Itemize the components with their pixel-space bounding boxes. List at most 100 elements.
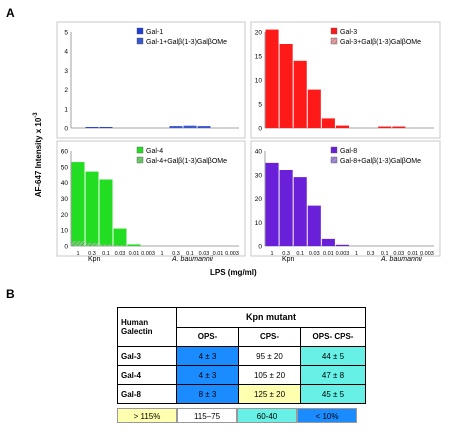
legend-label: Gal-3 [340,29,357,36]
legend-swatch-hatch [137,38,143,44]
legend-label: Gal-4+Galβ(1-3)GalβOMe [146,158,227,165]
y-tick-label: 5 [258,102,262,109]
col-header-ops-cps: OPS- CPS- [300,326,366,347]
panel-label-a: A [6,6,15,20]
y-tick-label: 30 [61,196,69,203]
y-tick-label: 0 [258,126,262,133]
bar [335,125,349,128]
bar-hatch-overlay [183,125,197,128]
x-tick-label: 0.03 [393,251,404,257]
legend-label: Gal-1+Galβ(1-3)GalβOMe [146,39,227,46]
legend-swatch-low: < 10% [297,408,357,423]
row-label: Gal-8 [117,384,177,404]
x-tick-label: 0.003 [336,251,350,257]
x-tick-label: 1 [160,251,163,257]
y-tick-label: 50 [61,164,69,171]
y-tick-label: 20 [255,30,263,37]
bar [279,44,293,128]
x-tick-label: 0.3 [88,251,96,257]
panel-label-b: B [6,287,15,301]
bar [265,162,279,246]
x-tick-label: 0.1 [296,251,304,257]
legend-label: Gal-1 [146,29,163,36]
y-tick-label: 40 [61,180,69,187]
x-tick-label: 1 [355,251,358,257]
category-ab-left: A. baumannii [172,256,213,263]
bar-hatch-overlay [85,242,99,246]
x-tick-label: 0.1 [102,251,110,257]
galectin-table: Human Galectin Kpn mutant OPS- CPS- OPS-… [117,307,366,404]
table-row: Gal-3 4 ± 3 95 ± 20 44 ± 5 [117,346,366,366]
table-cell: 44 ± 5 [300,346,366,366]
table-cell: 125 ± 20 [238,384,301,404]
y-tick-label: 15 [255,54,263,61]
legend-label: Gal-4 [146,148,163,155]
bar [99,127,113,128]
x-tick-label: 0.03 [115,251,126,257]
galectin-header: Human Galectin [117,307,177,347]
y-tick-label: 0 [64,244,68,251]
legend-swatch [136,146,144,154]
y-tick-label: 60 [61,149,69,156]
table-cell: 95 ± 20 [238,346,301,366]
y-tick-label: 10 [255,78,263,85]
y-tick-label: 4 [64,49,68,56]
y-tick-label: 3 [64,68,68,75]
x-tick-label: 0.003 [420,251,434,257]
bar [321,118,335,128]
y-tick-label: 30 [255,172,263,179]
category-ab-right: A. baumannii [381,256,422,263]
x-tick-label: 0.3 [367,251,375,257]
color-legend: > 115% 115–75 60-40 < 10% [117,408,357,423]
x-tick-label: 0.03 [309,251,320,257]
x-tick-label: 0.3 [282,251,290,257]
table-row: Gal-4 4 ± 3 105 ± 20 47 ± 8 [117,365,366,385]
y-tick-label: 5 [64,30,68,37]
bar [307,205,321,246]
bar [293,60,307,128]
category-kpn-right: Kpn [282,256,295,263]
y-tick-label: 2 [64,87,68,94]
x-tick-label: 0.1 [381,251,389,257]
col-header-ops: OPS- [176,326,239,347]
legend-label: Gal-3+Galβ(1-3)GalβOMe [340,39,421,46]
bar [279,170,293,246]
table-row: Gal-8 8 ± 3 125 ± 20 45 ± 5 [117,384,366,404]
y-tick-label: 0 [64,126,68,133]
row-label: Gal-4 [117,365,177,385]
table-cell: 47 ± 8 [300,365,366,385]
table-cell: 105 ± 20 [238,365,301,385]
legend-swatch [330,146,338,154]
category-kpn-left: Kpn [88,256,101,263]
x-tick-label: 0.03 [199,251,210,257]
x-tick-label: 0.01 [129,251,140,257]
table-cell: 8 ± 3 [176,384,239,404]
kpn-header: Kpn mutant [176,307,366,328]
col-header-cps: CPS- [238,326,301,347]
bar [307,89,321,128]
legend-label: Gal-8 [340,148,357,155]
bar [265,29,279,129]
bar-hatch-overlay [99,244,113,246]
legend-swatch-mid: 60-40 [237,408,297,423]
legend-swatch-hatch [331,38,337,44]
bar [335,244,349,246]
bar [71,162,85,246]
legend-swatch-high: > 115% [117,408,177,423]
y-tick-label: 20 [255,196,263,203]
panel-frame [56,21,246,139]
bar [321,238,335,246]
legend-label: Gal-8+Galβ(1-3)GalβOMe [340,158,421,165]
x-axis-label: LPS (mg/ml) [210,268,257,277]
bar [85,171,99,246]
table-cell: 4 ± 3 [176,346,239,366]
legend-swatch [136,27,144,35]
bar [99,179,113,246]
y-tick-label: 10 [61,228,69,235]
bar [127,244,141,246]
y-tick-label: 20 [61,212,69,219]
x-tick-label: 0.003 [141,251,155,257]
x-tick-label: 0.3 [172,251,180,257]
